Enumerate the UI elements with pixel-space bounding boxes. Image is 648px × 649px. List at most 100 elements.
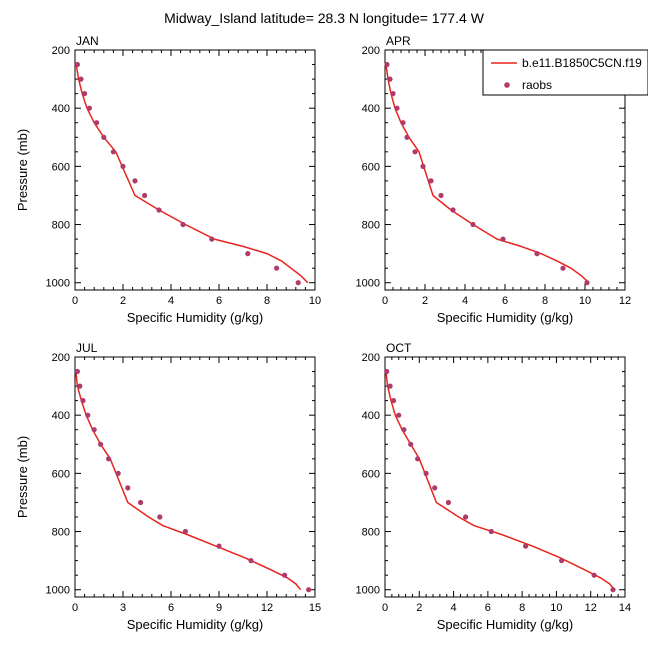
raobs-point bbox=[420, 163, 426, 169]
x-tick-label: 0 bbox=[382, 295, 388, 307]
x-tick-label: 10 bbox=[579, 295, 591, 307]
y-tick-label: 800 bbox=[362, 527, 380, 539]
x-tick-label: 10 bbox=[309, 295, 321, 307]
model-profile-line bbox=[75, 64, 309, 284]
raobs-point bbox=[396, 412, 402, 418]
raobs-point bbox=[180, 221, 186, 228]
x-tick-label: 3 bbox=[120, 602, 126, 614]
y-tick-label: 200 bbox=[362, 352, 380, 364]
y-tick-label: 200 bbox=[52, 352, 70, 364]
y-tick-label: 1000 bbox=[356, 278, 380, 290]
x-tick-label: 0 bbox=[72, 602, 78, 614]
x-axis-title: Specific Humidity (g/kg) bbox=[437, 617, 574, 632]
raobs-point bbox=[77, 383, 83, 389]
raobs-point bbox=[560, 265, 566, 271]
raobs-point bbox=[432, 485, 438, 491]
y-tick-label: 400 bbox=[52, 410, 70, 422]
model-profile-line bbox=[75, 371, 302, 591]
raobs-point bbox=[591, 572, 597, 578]
y-tick-label: 1000 bbox=[46, 585, 70, 597]
x-tick-label: 4 bbox=[451, 602, 457, 614]
x-tick-label: 2 bbox=[120, 295, 126, 307]
x-tick-label: 15 bbox=[309, 602, 321, 614]
y-tick-label: 400 bbox=[52, 103, 70, 115]
raobs-point bbox=[500, 236, 506, 242]
model-profile-line bbox=[385, 371, 616, 591]
raobs-point bbox=[428, 178, 434, 184]
y-tick-label: 1000 bbox=[46, 278, 70, 290]
x-tick-label: 0 bbox=[72, 295, 78, 307]
raobs-point bbox=[470, 221, 476, 228]
x-tick-label: 4 bbox=[168, 295, 174, 307]
raobs-point bbox=[110, 149, 116, 155]
legend-obs-marker bbox=[504, 82, 510, 88]
raobs-point bbox=[138, 499, 144, 506]
raobs-point bbox=[74, 61, 80, 68]
raobs-point bbox=[534, 251, 540, 257]
raobs-point bbox=[408, 441, 414, 447]
model-profile-line bbox=[385, 64, 590, 284]
raobs-point bbox=[412, 149, 418, 155]
raobs-point bbox=[282, 572, 288, 578]
raobs-point bbox=[248, 558, 254, 564]
figure-title: Midway_Island latitude= 28.3 N longitude… bbox=[164, 10, 485, 26]
x-axis-title: Specific Humidity (g/kg) bbox=[437, 310, 574, 325]
raobs-point bbox=[216, 543, 222, 549]
x-axis-title: Specific Humidity (g/kg) bbox=[127, 617, 264, 632]
y-tick-label: 800 bbox=[52, 220, 70, 232]
panel-jul: JUL 0 3 6 9 12 15 200 400 600 800 1000 Specific Humi… bbox=[15, 341, 321, 632]
y-axis-title: Pressure (mb) bbox=[15, 436, 30, 518]
y-tick-label: 200 bbox=[52, 45, 70, 57]
raobs-point bbox=[98, 441, 104, 447]
raobs-point bbox=[156, 207, 162, 213]
raobs-point bbox=[387, 383, 393, 389]
panel-jan: JAN 0 2 4 6 8 10 200 400 600 800 1000 Specific Humid… bbox=[15, 34, 321, 325]
raobs-point bbox=[523, 543, 529, 549]
x-tick-label: 6 bbox=[216, 295, 222, 307]
raobs-point bbox=[274, 265, 280, 271]
raobs-point bbox=[91, 427, 97, 433]
raobs-point bbox=[80, 398, 86, 404]
raobs-point bbox=[391, 398, 397, 404]
raobs-point bbox=[101, 134, 107, 140]
raobs-point bbox=[394, 105, 400, 111]
raobs-point bbox=[86, 105, 92, 111]
plot-frame bbox=[384, 356, 626, 598]
panel-oct: OCT 0 2 4 6 8 10 12 14 200 400 600 800 1000 Specific H… bbox=[356, 341, 632, 632]
y-tick-label: 600 bbox=[52, 161, 70, 173]
x-tick-label: 10 bbox=[550, 602, 562, 614]
raobs-point bbox=[584, 280, 590, 286]
raobs-point bbox=[78, 76, 84, 82]
y-tick-label: 400 bbox=[362, 410, 380, 422]
legend-box bbox=[482, 49, 648, 96]
raobs-point bbox=[306, 587, 312, 593]
raobs-point bbox=[423, 470, 429, 476]
y-axis-title: Pressure (mb) bbox=[15, 129, 30, 211]
x-tick-label: 2 bbox=[422, 295, 428, 307]
legend-obs-label: raobs bbox=[522, 78, 552, 92]
y-tick-label: 600 bbox=[362, 161, 380, 173]
raobs-point bbox=[142, 192, 148, 199]
raobs-point bbox=[390, 91, 396, 97]
raobs-point bbox=[120, 163, 126, 169]
raobs-point bbox=[115, 470, 121, 476]
raobs-point bbox=[463, 514, 469, 520]
raobs-point bbox=[125, 485, 131, 491]
x-tick-label: 8 bbox=[264, 295, 270, 307]
panel-label: JUL bbox=[76, 341, 98, 355]
raobs-point bbox=[415, 456, 421, 462]
x-tick-label: 9 bbox=[216, 602, 222, 614]
raobs-point bbox=[82, 91, 88, 97]
raobs-point bbox=[132, 178, 138, 184]
raobs-point bbox=[559, 558, 565, 564]
raobs-point bbox=[85, 412, 91, 418]
plot-frame bbox=[74, 356, 316, 598]
raobs-point bbox=[387, 76, 393, 82]
raobs-point bbox=[400, 120, 406, 126]
x-tick-label: 2 bbox=[416, 602, 422, 614]
x-tick-label: 6 bbox=[168, 602, 174, 614]
raobs-point bbox=[384, 61, 390, 68]
panel-label: JAN bbox=[76, 34, 99, 48]
x-tick-label: 8 bbox=[519, 602, 525, 614]
